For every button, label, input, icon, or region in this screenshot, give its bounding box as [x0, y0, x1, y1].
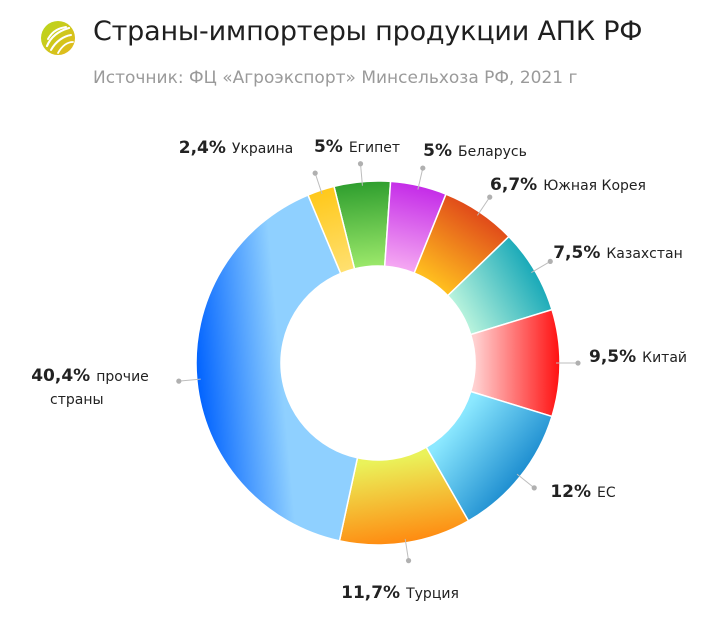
leader-dot [312, 170, 318, 176]
leader-dot [575, 360, 581, 366]
slice-label: 7,5% Казахстан [553, 243, 683, 263]
slice-percent: 2,4% [179, 138, 226, 158]
leaf-globe-icon [41, 21, 75, 55]
slice-percent: 11,7% [341, 583, 400, 603]
slice-label: 6,7% Южная Корея [490, 175, 646, 195]
slice-percent: 40,4% [31, 366, 90, 386]
leader-dot [420, 165, 426, 171]
slice-percent: 5% [423, 141, 452, 161]
slice-name: Беларусь [458, 144, 527, 160]
slice-percent: 12% [550, 482, 591, 502]
slice-name: Китай [642, 350, 687, 366]
slice-name-line2: страны [50, 392, 104, 408]
slice-украина [307, 185, 356, 275]
page-title: Страны-импортеры продукции АПК РФ [93, 16, 643, 47]
leader-line [314, 172, 323, 195]
slice-percent: 5% [314, 137, 343, 157]
slice-name: Турция [405, 586, 459, 602]
slice-label: 11,7% Турция [341, 583, 459, 603]
slice-label: 9,5% Китай [589, 347, 687, 367]
leader-line [178, 378, 201, 382]
header: Страны-импортеры продукции АПК РФ Источн… [0, 0, 720, 100]
leader-line [516, 473, 535, 489]
slice-label: 2,4% Украина [179, 138, 293, 158]
slice-name: Казахстан [606, 246, 682, 262]
slice-name: ЕС [597, 485, 616, 501]
slice-percent: 6,7% [490, 175, 537, 195]
slice-прочие-страны [195, 194, 359, 542]
slice-percent: 7,5% [553, 243, 600, 263]
source-subtitle: Источник: ФЦ «Агроэкспорт» Минсельхоза Р… [93, 68, 578, 88]
slice-name: Украина [232, 141, 293, 157]
leader-line [477, 196, 491, 216]
leader-dot [487, 194, 493, 200]
leader-dot [547, 258, 553, 265]
slice-label: 12% ЕС [550, 482, 616, 502]
leader-line [417, 167, 424, 190]
slice-name: прочие [96, 369, 149, 385]
slice-name: Египет [349, 140, 400, 156]
leader-dot [357, 161, 364, 167]
slice-label: 5% Беларусь [423, 141, 527, 161]
donut-hole [282, 267, 474, 459]
slice-label: 5% Египет [314, 137, 400, 157]
leader-line [360, 163, 363, 186]
leader-line [531, 260, 551, 274]
slice-percent: 9,5% [589, 347, 636, 367]
leader-dot [405, 558, 412, 564]
leader-line [404, 538, 410, 561]
slice-name: Южная Корея [543, 178, 646, 194]
slice-label: 40,4% прочие [31, 366, 149, 386]
leader-dot [176, 378, 182, 384]
leader-dot [531, 485, 537, 491]
